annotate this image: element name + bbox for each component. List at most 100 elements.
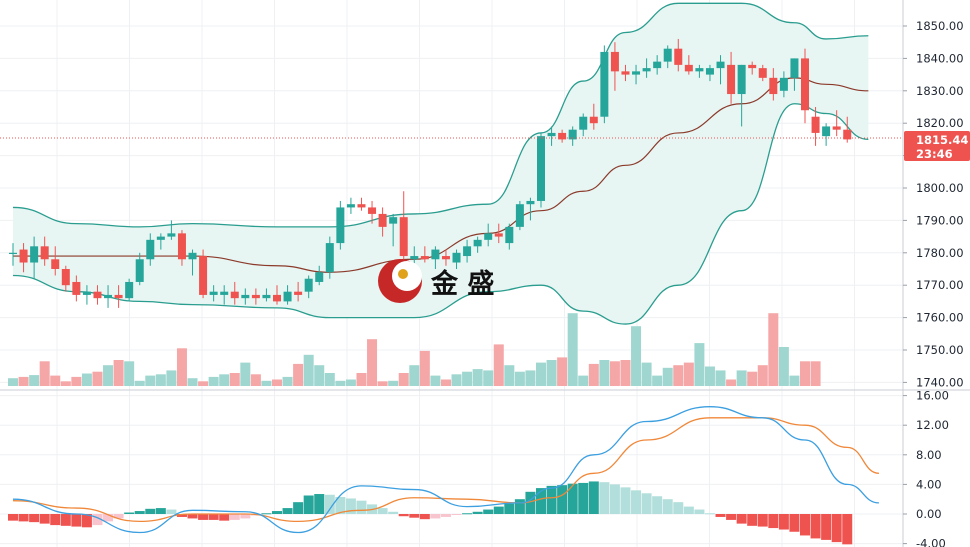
candle-body bbox=[294, 291, 303, 295]
macd-histogram-bar bbox=[567, 483, 578, 514]
volume-bar bbox=[208, 376, 219, 386]
price-axis: 1740.00 1750.00 1760.00 1770.00 1780.00 1790.… bbox=[903, 19, 964, 547]
volume-bar bbox=[546, 360, 557, 386]
volume-bar bbox=[18, 376, 29, 386]
macd-histogram-bar bbox=[609, 484, 620, 514]
volume-bar bbox=[483, 370, 494, 386]
candles bbox=[0, 38, 903, 308]
candle-body bbox=[230, 291, 239, 299]
volume-bar bbox=[694, 343, 705, 386]
bollinger-fill bbox=[13, 3, 869, 325]
candle-body bbox=[399, 217, 408, 257]
volume-bar bbox=[324, 373, 335, 386]
volume-bar bbox=[567, 313, 578, 386]
macd-histogram-bar bbox=[831, 514, 842, 543]
volume-bar bbox=[557, 357, 568, 386]
macd-histogram-bar bbox=[462, 513, 473, 515]
price-tick-label: 1740.00 bbox=[916, 375, 964, 389]
volume-bar bbox=[472, 369, 483, 386]
bollinger-lower-line bbox=[12, 103, 869, 325]
candle-body bbox=[125, 281, 134, 299]
macd-histogram-bar bbox=[842, 514, 853, 545]
candle-body bbox=[779, 77, 788, 91]
volume-bar bbox=[250, 374, 261, 386]
macd-histogram-bar bbox=[662, 499, 673, 514]
macd-histogram-bar bbox=[187, 514, 198, 519]
macd-histogram-bar bbox=[166, 509, 177, 514]
volume-bar bbox=[124, 361, 135, 386]
candle-body bbox=[199, 256, 208, 295]
candle-body bbox=[273, 294, 281, 302]
macd-histogram-bar bbox=[145, 508, 156, 514]
candle-body bbox=[632, 71, 641, 75]
volume-bar bbox=[314, 365, 325, 386]
macd-histogram-bar bbox=[60, 514, 71, 526]
macd-histogram-bar bbox=[219, 514, 230, 521]
candle-body bbox=[822, 126, 831, 137]
macd-histogram-bar bbox=[578, 482, 589, 514]
macd-histogram-bar bbox=[39, 514, 50, 524]
macd-tick-label: -4.00 bbox=[916, 537, 946, 547]
volume-bar bbox=[113, 360, 124, 386]
volume-bar bbox=[462, 371, 473, 386]
macd-histogram-bar bbox=[493, 506, 504, 514]
candle-body bbox=[769, 77, 778, 95]
volume-bar bbox=[134, 380, 145, 386]
candle-body bbox=[19, 249, 28, 263]
macd-histogram-bar bbox=[176, 514, 187, 517]
candle-body bbox=[283, 291, 292, 302]
macd-tick-label: 8.00 bbox=[916, 448, 942, 462]
macd-dea-line bbox=[12, 417, 880, 523]
macd-histogram-bar bbox=[388, 511, 399, 514]
candle-body bbox=[473, 239, 482, 247]
volume-bar bbox=[303, 354, 314, 386]
macd-histogram-bar bbox=[134, 511, 145, 514]
candle-body bbox=[378, 213, 387, 227]
logo-text: 金 盛 bbox=[430, 268, 494, 300]
candle-body bbox=[463, 246, 472, 257]
volume-bar bbox=[430, 375, 441, 386]
macd-histogram-bar bbox=[652, 496, 663, 514]
macd-histogram-bar bbox=[715, 514, 726, 517]
macd-histogram-bar bbox=[229, 514, 240, 520]
volume-bar bbox=[29, 375, 40, 386]
macd-histogram-bar bbox=[736, 514, 747, 524]
volume-bar bbox=[377, 381, 388, 386]
volume-bar bbox=[335, 380, 346, 386]
macd-histogram-bar bbox=[240, 514, 251, 519]
candle-body bbox=[30, 246, 39, 263]
macd-histogram-bar bbox=[641, 493, 652, 514]
candle-body bbox=[336, 207, 345, 244]
macd-histogram-bar bbox=[398, 514, 409, 517]
price-tick-label: 1790.00 bbox=[916, 213, 964, 227]
candle-body bbox=[410, 256, 419, 260]
volume-bar bbox=[747, 371, 758, 386]
volume-bar bbox=[155, 374, 166, 386]
macd-histogram-bar bbox=[272, 511, 282, 514]
volume-bar bbox=[145, 375, 156, 386]
macd-histogram-bar bbox=[768, 514, 779, 529]
macd-histogram-bar bbox=[683, 506, 694, 514]
candle-body bbox=[484, 233, 493, 240]
candle-body bbox=[547, 132, 556, 137]
candle-body bbox=[368, 207, 377, 214]
candle-body bbox=[241, 294, 250, 299]
macd-histogram-bar bbox=[377, 508, 388, 514]
candle-body bbox=[589, 116, 598, 124]
volume-bar bbox=[272, 379, 282, 386]
macd-histogram-bar bbox=[557, 485, 568, 514]
candle-body bbox=[40, 246, 49, 260]
candle-body bbox=[843, 129, 852, 140]
volume-bar bbox=[652, 375, 663, 386]
volume-bar bbox=[662, 367, 673, 386]
candle-body bbox=[663, 48, 672, 62]
candle-body bbox=[135, 259, 144, 282]
volume-bar bbox=[588, 363, 599, 386]
macd-histogram-bar bbox=[800, 514, 810, 536]
candle-body bbox=[684, 64, 693, 72]
candle-body bbox=[304, 278, 313, 292]
bollinger-bands bbox=[12, 2, 869, 325]
volume-bar bbox=[578, 375, 589, 386]
macd-tick-label: 0.00 bbox=[916, 507, 942, 521]
